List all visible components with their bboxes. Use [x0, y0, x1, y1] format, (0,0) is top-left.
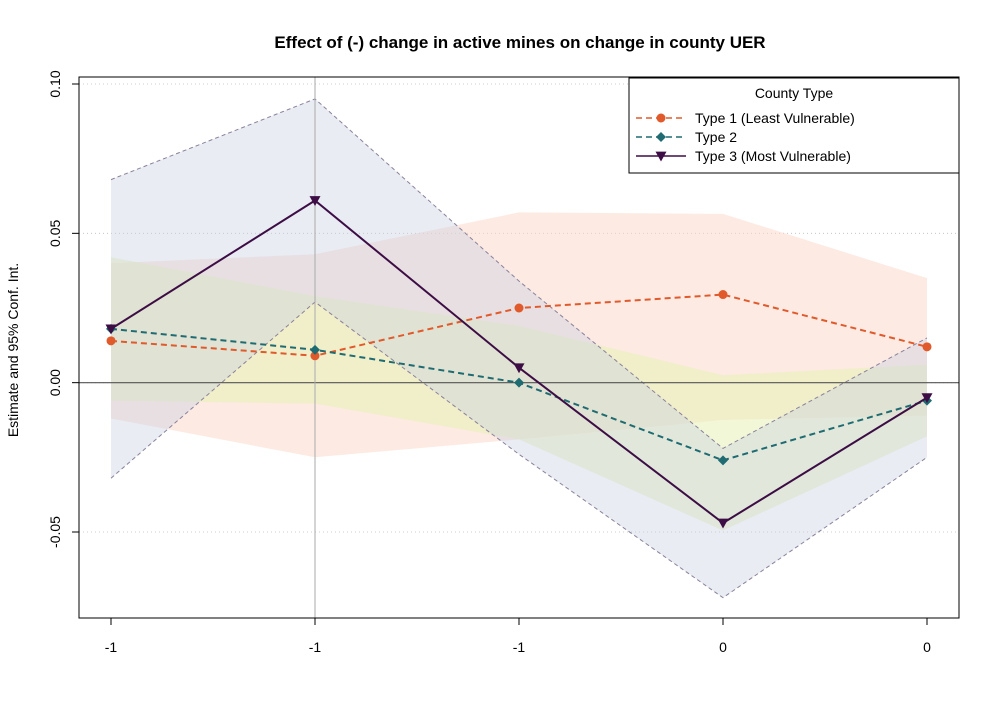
x-tick-label-1: -1 [309, 639, 322, 655]
legend-label-series-2: Type 2 [695, 129, 737, 145]
chart-title: Effect of (-) change in active mines on … [274, 33, 765, 52]
point-series-3-4 [717, 518, 729, 529]
legend-label-series-3: Type 3 (Most Vulnerable) [695, 148, 851, 164]
legend-marker-series-2 [656, 132, 666, 142]
legend-marker-series-3 [655, 151, 667, 162]
y-tick-label-0: -0.05 [47, 516, 63, 548]
point-series-1-2 [310, 351, 320, 361]
point-series-2-3 [514, 377, 524, 388]
x-tick-label-0: -1 [105, 639, 118, 655]
point-series-1-5 [922, 342, 932, 352]
x-tick-label-3: 0 [719, 639, 727, 655]
point-series-2-2 [310, 344, 320, 355]
point-series-1-1 [106, 336, 116, 346]
x-tick-label-4: 0 [923, 639, 931, 655]
legend-box [628, 77, 960, 174]
plot-area: -0.05 0.00 0.05 0.10 -1 -1 -1 0 0 [47, 70, 960, 655]
legend-title: County Type [755, 85, 834, 101]
point-series-3-1 [105, 324, 117, 335]
ci-outline-series-3-upper [110, 98, 928, 449]
legend-label-series-1: Type 1 (Least Vulnerable) [695, 110, 855, 126]
x-tick-label-2: -1 [513, 639, 526, 655]
point-series-3-3 [513, 363, 525, 374]
legend-marker-series-1 [656, 113, 666, 123]
y-tick-label-1: 0.00 [47, 369, 63, 396]
point-series-2-4 [718, 455, 728, 466]
point-series-3-5 [921, 393, 933, 404]
y-tick-label-2: 0.05 [47, 219, 63, 246]
legend: County Type Type 1 (Least Vulnerable) Typ… [628, 77, 960, 174]
y-axis-label: Estimate and 95% Conf. Int. [5, 263, 21, 437]
ci-outline-series-3-lower [110, 301, 928, 599]
point-series-3-2 [309, 196, 321, 206]
y-tick-label-3: 0.10 [47, 70, 63, 97]
point-series-1-4 [718, 290, 728, 300]
point-series-1-3 [514, 303, 524, 313]
